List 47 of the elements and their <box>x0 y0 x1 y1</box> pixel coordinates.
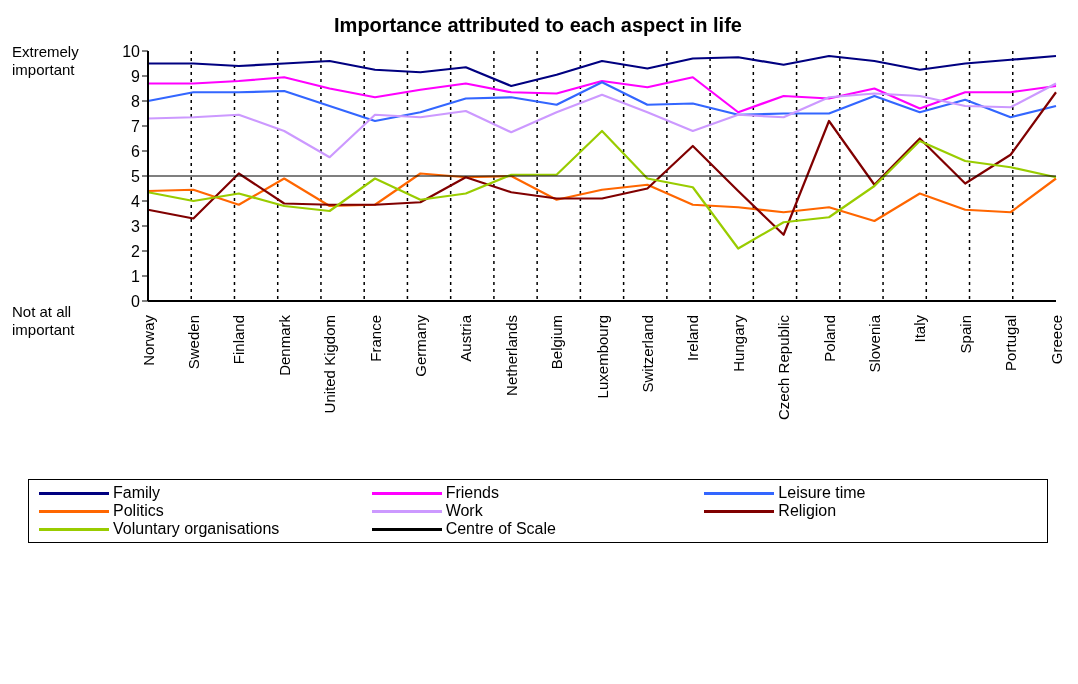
legend-label: Friends <box>445 484 500 502</box>
y-tick-label: 2 <box>131 242 141 260</box>
legend-label: Voluntary organisations <box>113 520 280 538</box>
x-tick-label: Spain <box>956 315 974 354</box>
line-series <box>146 76 1058 114</box>
text: Not at all important <box>12 303 76 339</box>
x-tick-label: Finland <box>230 315 248 365</box>
legend-label: Work <box>445 502 483 520</box>
x-tick-label: Netherlands <box>502 315 520 396</box>
x-tick-label: Norway <box>139 314 157 366</box>
x-tick-label: Denmark <box>275 314 293 376</box>
legend-label: Centre of Scale <box>445 520 556 538</box>
y-tick-label: 3 <box>131 217 141 235</box>
x-tick-label: Luxembourg <box>593 315 611 399</box>
x-tick-label: Portugal <box>1002 315 1020 371</box>
x-tick-label: Greece <box>1047 315 1065 365</box>
x-tick-label: Slovenia <box>865 314 883 373</box>
y-tick-label: 10 <box>122 42 141 60</box>
text: Extremely important <box>12 43 80 79</box>
legend-label: Politics <box>113 502 164 520</box>
x-tick-label: Czech Republic <box>775 314 793 421</box>
y-tick-label: 6 <box>131 142 141 160</box>
x-tick-label: United Kigdom <box>321 315 339 414</box>
y-tick-label: 9 <box>131 67 141 85</box>
legend-label: Religion <box>778 502 837 520</box>
legend-label: Family <box>113 484 161 502</box>
x-tick-label: France <box>366 315 384 362</box>
x-tick-label: Sweden <box>184 315 202 370</box>
x-tick-label: Germany <box>411 314 429 377</box>
legend-label: Leisure time <box>778 484 866 502</box>
x-tick-label: Ireland <box>684 315 702 361</box>
x-tick-label: Belgium <box>548 315 566 370</box>
chart-title: Importance attributed to each aspect in life <box>333 13 743 38</box>
y-tick-label: 8 <box>131 92 141 110</box>
y-tick-label: 7 <box>131 117 141 135</box>
line-series <box>146 82 1058 159</box>
y-tick-label: 0 <box>131 292 141 310</box>
x-tick-label: Switzerland <box>638 315 656 393</box>
x-tick-label: Austria <box>457 314 475 362</box>
y-tick-label: 1 <box>131 267 141 285</box>
x-tick-label: Poland <box>820 315 838 362</box>
line-series <box>146 54 1058 88</box>
x-tick-label: Italy <box>911 314 929 343</box>
y-tick-label: 5 <box>131 167 141 185</box>
x-tick-label: Hungary <box>729 314 747 372</box>
y-tick-label: 4 <box>131 192 141 210</box>
line-series <box>146 81 1058 123</box>
